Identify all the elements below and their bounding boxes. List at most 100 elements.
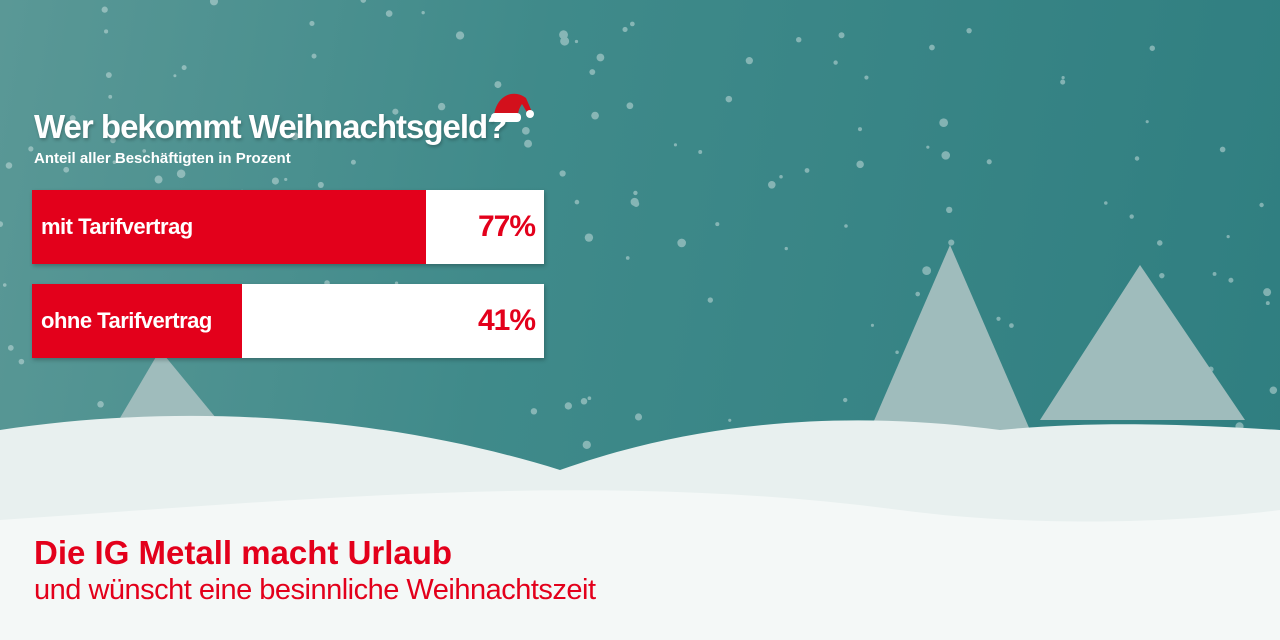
snowflake (154, 175, 163, 184)
snowflake (142, 149, 147, 153)
footer-subline: und wünscht eine besinnliche Weihnachtsz… (34, 574, 596, 606)
snowflake (596, 53, 605, 62)
chart-subtitle: Anteil aller Beschäftigten in Prozent (34, 150, 291, 167)
santa-hat-icon (491, 93, 534, 122)
snowflake (2, 283, 7, 287)
snowflake (1265, 301, 1270, 306)
snowflake (626, 102, 634, 110)
snowflake (915, 291, 921, 297)
snowflake (838, 32, 845, 39)
snowflake (5, 162, 13, 169)
snowflake (7, 345, 14, 351)
snowflake (559, 170, 566, 177)
snowflake (966, 27, 972, 34)
snowflake (591, 111, 599, 120)
bar-value: 41% (477, 304, 536, 337)
chart-title: Wer bekommt Weihnachtsgeld? (34, 108, 507, 145)
snowflake (1104, 201, 1108, 205)
snowflake (779, 174, 783, 179)
snowflake (804, 168, 810, 173)
snowflake (181, 65, 187, 71)
snowflake (290, 132, 299, 141)
snowflake (385, 10, 393, 17)
snowflake (437, 102, 446, 111)
snowflake (922, 266, 932, 276)
snowflake (948, 239, 955, 246)
snowflake (1061, 75, 1065, 80)
snowflake (350, 159, 356, 165)
snowflake (360, 0, 367, 3)
snowflake (522, 126, 530, 135)
snowflake (843, 397, 848, 403)
snowflake (796, 37, 802, 43)
snowflake (176, 169, 186, 179)
snowflake (108, 94, 113, 99)
bar-value: 77% (477, 210, 536, 243)
snowflake (18, 358, 25, 365)
snowflake (939, 118, 949, 128)
snowflake (895, 350, 899, 355)
snowflake (929, 44, 935, 51)
snowflake (856, 160, 864, 169)
snowflake (311, 53, 317, 59)
snowflake (101, 6, 108, 13)
snowflake (941, 151, 951, 160)
snowflake (584, 233, 594, 242)
snowflake (1145, 120, 1149, 124)
snowflake (1269, 386, 1278, 394)
snowflake (673, 143, 678, 147)
snowflake (946, 206, 953, 214)
snowflake (634, 413, 643, 421)
snowflake (1060, 79, 1066, 85)
snowflake (1159, 272, 1165, 279)
snowflake (1263, 288, 1272, 297)
snowflake (996, 316, 1001, 321)
snowflake (580, 398, 588, 405)
snowflake (870, 323, 874, 327)
snowflake (97, 401, 104, 408)
bar-fill (32, 190, 427, 264)
snowflake (857, 127, 863, 132)
snowflake (0, 221, 4, 227)
snowflake (986, 159, 992, 165)
snowflake (864, 75, 869, 80)
snowflake (524, 139, 533, 148)
bar-mit-tarifvertrag: mit Tarifvertrag 77% (32, 190, 544, 264)
snowflake (1129, 214, 1134, 219)
bar-ohne-tarifvertrag: ohne Tarifvertrag 41% (32, 284, 544, 358)
snowflake (494, 81, 502, 89)
snowflake (1156, 240, 1163, 246)
snowflake (622, 26, 628, 33)
footer-headline: Die IG Metall macht Urlaub (34, 534, 453, 571)
snowflake (564, 402, 572, 410)
bar-label: mit Tarifvertrag (41, 214, 193, 239)
snowflake (728, 418, 732, 422)
snowflake (833, 60, 838, 65)
snowflake (625, 256, 630, 260)
snowflake (455, 31, 465, 40)
snowflake (173, 74, 177, 78)
snowflake (271, 177, 279, 185)
snowflake (28, 146, 34, 152)
snowflake (1259, 202, 1264, 208)
snowflake (110, 137, 116, 144)
snowflake (725, 95, 733, 103)
snowflake (309, 20, 315, 27)
snowflake (1212, 272, 1217, 276)
snowflake (1149, 45, 1155, 51)
snowflake (589, 69, 596, 75)
bar-label: ohne Tarifvertrag (41, 308, 212, 333)
snowflake (745, 57, 753, 65)
snowflake (844, 224, 848, 228)
snowflake (1219, 146, 1226, 153)
snowflake (587, 396, 592, 401)
snowflake (559, 30, 568, 40)
snowflake (63, 166, 70, 173)
snowflake (926, 145, 930, 149)
snowflake (630, 21, 635, 27)
bar-fill (32, 284, 242, 358)
snowflake (677, 238, 687, 248)
snowflake (1226, 235, 1230, 239)
snowflake (105, 72, 112, 78)
